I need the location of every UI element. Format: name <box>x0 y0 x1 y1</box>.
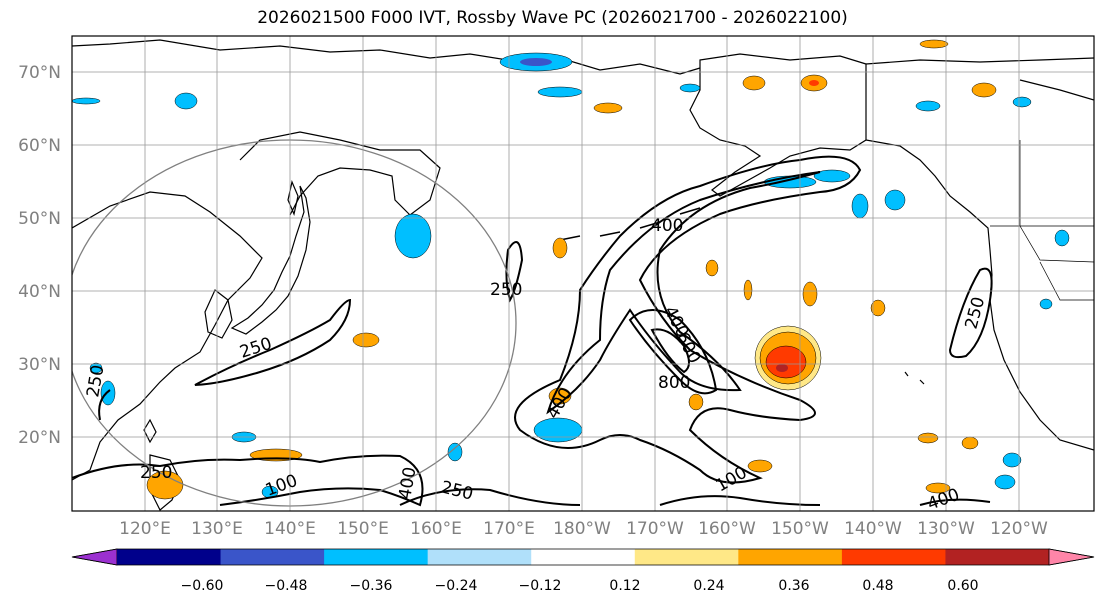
coastlines <box>72 39 1094 511</box>
colorbar-segment <box>427 549 532 565</box>
lon-label: 170°W <box>626 519 684 539</box>
contour-label: 400 <box>651 216 683 236</box>
colorbar-ticks: −0.60 −0.48 −0.36 −0.24 −0.12 0.12 0.24 … <box>181 578 979 594</box>
ivt-contours <box>72 155 993 507</box>
colorbar-segment <box>738 549 843 565</box>
colorbar-segment <box>634 549 739 565</box>
colorbar-extend-min <box>71 548 118 566</box>
lon-label: 150°E <box>337 519 389 539</box>
colorbar-tick: −0.24 <box>435 578 478 594</box>
contour-label: 800 <box>658 373 690 393</box>
colorbar-tick: 0.60 <box>947 578 978 594</box>
colorbar-segment <box>841 549 946 565</box>
colorbar-tick: −0.60 <box>181 578 224 594</box>
colorbar-extend-max <box>1048 548 1095 566</box>
contour-label: 250 <box>140 463 172 483</box>
lon-label: 140°E <box>264 519 316 539</box>
contour-label: 400 <box>543 384 577 422</box>
colorbar-tick: 0.12 <box>609 578 640 594</box>
lon-label: 160°W <box>698 519 756 539</box>
colorbar-tick: 0.36 <box>778 578 809 594</box>
lon-label: 130°W <box>917 519 975 539</box>
gridlines <box>72 36 1094 511</box>
contour-label: 100 <box>713 463 751 497</box>
colorbar-tick: −0.12 <box>519 578 562 594</box>
colorbar-segment <box>531 549 636 565</box>
contour-label: 250 <box>237 334 274 363</box>
colorbar-segment <box>324 549 429 565</box>
contour-label: 400 <box>395 465 420 500</box>
colorbar <box>71 548 1095 566</box>
lon-label: 120°E <box>119 519 171 539</box>
longitude-labels: 120°E 130°E 140°E 150°E 160°E 170°E 180°… <box>119 519 1048 539</box>
colorbar-tick: −0.36 <box>350 578 393 594</box>
lon-label: 180°W <box>553 519 611 539</box>
contour-label: 100 <box>263 471 300 501</box>
map-frame <box>71 35 1095 512</box>
country-borders <box>865 64 1094 301</box>
contour-label: 250 <box>490 280 522 300</box>
lat-label: 20°N <box>18 428 61 448</box>
colorbar-tick: 0.24 <box>693 578 724 594</box>
contour-label: 250 <box>439 477 475 504</box>
colorbar-segment <box>945 549 1050 565</box>
lon-label: 120°W <box>990 519 1048 539</box>
colorbar-tick: 0.48 <box>862 578 893 594</box>
ivt-anomaly-shading <box>72 39 1070 500</box>
contour-labels: 400 250 250 400 600 800 400 250 250 100 … <box>83 216 989 511</box>
lat-label: 50°N <box>18 209 61 229</box>
colorbar-tick: −0.48 <box>265 578 308 594</box>
colorbar-outline <box>71 548 1095 566</box>
lon-label: 140°W <box>844 519 902 539</box>
lon-label: 160°E <box>410 519 462 539</box>
lon-label: 130°E <box>191 519 243 539</box>
lat-label: 70°N <box>18 63 61 83</box>
lon-label: 170°E <box>483 519 535 539</box>
lon-label: 150°W <box>771 519 829 539</box>
lat-label: 40°N <box>18 282 61 302</box>
latitude-labels: 70°N 60°N 50°N 40°N 30°N 20°N <box>18 63 61 448</box>
lat-label: 30°N <box>18 355 61 375</box>
colorbar-segment <box>117 549 222 565</box>
contour-label: 600 <box>672 329 705 367</box>
map-title: 2026021500 F000 IVT, Rossby Wave PC (202… <box>257 8 848 28</box>
lat-label: 60°N <box>18 136 61 156</box>
colorbar-segment <box>220 549 325 565</box>
